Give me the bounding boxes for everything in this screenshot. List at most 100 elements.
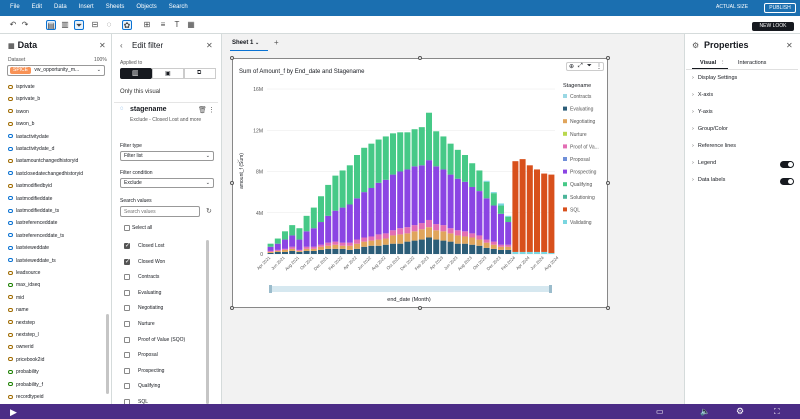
bar-segment[interactable]: [498, 205, 504, 214]
filter-icon[interactable]: ⏷: [587, 63, 592, 69]
bar-segment[interactable]: [346, 245, 353, 250]
text-box-icon[interactable]: T: [174, 20, 180, 29]
bar-segment[interactable]: [325, 248, 332, 254]
value-checkbox[interactable]: [124, 383, 130, 390]
resize-handle[interactable]: [606, 181, 610, 185]
visualize-icon[interactable]: ▥: [61, 20, 69, 29]
scrollbar[interactable]: [106, 314, 109, 394]
bar-segment[interactable]: [361, 237, 368, 242]
menu-item-edit[interactable]: Edit: [31, 4, 43, 10]
field-item[interactable]: ownerid: [8, 344, 34, 350]
bar-segment[interactable]: [462, 236, 468, 244]
range-slider[interactable]: [271, 286, 551, 292]
bar-segment[interactable]: [267, 250, 274, 252]
bar-segment[interactable]: [440, 225, 447, 232]
bar-segment[interactable]: [303, 246, 310, 249]
bar-segment[interactable]: [390, 230, 396, 236]
bar-segment[interactable]: [426, 112, 432, 161]
bar-segment[interactable]: [339, 242, 346, 246]
field-item[interactable]: iswon: [8, 109, 29, 115]
bar-segment[interactable]: [361, 241, 368, 247]
field-item[interactable]: lastvieweddate_ts: [8, 258, 56, 264]
field-item[interactable]: lastactivitydate_d: [8, 146, 54, 152]
bar-segment[interactable]: [289, 248, 296, 251]
menu-item-objects[interactable]: Objects: [136, 4, 157, 10]
field-item[interactable]: lastreferenceddate: [8, 220, 57, 226]
bar-segment[interactable]: [354, 243, 360, 249]
bar-segment[interactable]: [375, 234, 382, 240]
bar-segment[interactable]: [512, 251, 519, 254]
bar-segment[interactable]: [454, 235, 461, 244]
bar-segment[interactable]: [332, 210, 339, 242]
field-item[interactable]: max_idseq: [8, 282, 40, 288]
value-checkbox[interactable]: [124, 367, 130, 374]
bar-segment[interactable]: [354, 248, 360, 254]
close-icon[interactable]: ✕: [786, 41, 793, 50]
bar-segment[interactable]: [310, 228, 317, 247]
bar-segment[interactable]: [325, 245, 332, 249]
property-section[interactable]: › Data labels: [692, 177, 725, 183]
bar-segment[interactable]: [505, 222, 512, 245]
resize-handle[interactable]: [230, 306, 234, 310]
bar-segment[interactable]: [476, 239, 483, 246]
bar-segment[interactable]: [397, 234, 404, 244]
bar-segment[interactable]: [318, 246, 324, 250]
bar-segment[interactable]: [469, 244, 476, 254]
back-chevron-icon[interactable]: ‹: [120, 41, 123, 50]
bar-segment[interactable]: [318, 222, 324, 245]
bar-segment[interactable]: [296, 239, 303, 250]
legend-toggle[interactable]: [780, 161, 794, 168]
bar-segment[interactable]: [346, 204, 353, 243]
bar-segment[interactable]: [490, 193, 497, 206]
field-item[interactable]: lastclosedatechangedhistoryid: [8, 171, 83, 177]
bar-segment[interactable]: [354, 198, 360, 240]
bar-segment[interactable]: [426, 237, 432, 255]
field-item[interactable]: probability: [8, 369, 39, 375]
bar-segment[interactable]: [469, 163, 476, 187]
bar-segment[interactable]: [296, 251, 303, 254]
applied-to-single-visual[interactable]: ▥: [120, 68, 152, 79]
bar-segment[interactable]: [289, 246, 296, 249]
new-look-toggle[interactable]: NEW LOOK: [752, 22, 794, 31]
bar-segment[interactable]: [296, 249, 303, 251]
bar-segment[interactable]: [433, 224, 440, 231]
bar-segment[interactable]: [390, 133, 396, 175]
property-section[interactable]: › Legend: [692, 160, 716, 166]
resize-handle[interactable]: [230, 56, 234, 60]
field-item[interactable]: lastmodifieddate_ts: [8, 208, 59, 214]
data-labels-toggle[interactable]: [780, 178, 794, 185]
bar-segment[interactable]: [289, 235, 296, 247]
bar-segment[interactable]: [397, 243, 404, 254]
bar-segment[interactable]: [534, 251, 540, 254]
bar-segment[interactable]: [454, 230, 461, 236]
menu-item-search[interactable]: Search: [168, 4, 188, 10]
bar-segment[interactable]: [411, 166, 418, 226]
bar-segment[interactable]: [469, 237, 476, 245]
bar-segment[interactable]: [375, 245, 382, 254]
expand-icon[interactable]: ⤢: [578, 63, 583, 69]
resize-handle[interactable]: [418, 56, 422, 60]
bar-segment[interactable]: [397, 228, 404, 235]
bar-segment[interactable]: [498, 203, 504, 206]
filter-type-select[interactable]: Filter list ⌄: [120, 151, 214, 161]
bar-segment[interactable]: [462, 181, 468, 232]
bar-segment[interactable]: [490, 244, 497, 249]
bar-segment[interactable]: [404, 241, 411, 254]
bar-segment[interactable]: [469, 233, 476, 238]
bar-segment[interactable]: [505, 244, 512, 247]
bar-segment[interactable]: [361, 147, 368, 193]
chevron-right-icon[interactable]: ›: [237, 158, 240, 165]
zoom-icon[interactable]: ⊕: [569, 64, 575, 70]
bar-segment[interactable]: [505, 215, 512, 217]
dataset-selector[interactable]: SPICE vw_opportunity_m... ⌄: [7, 65, 105, 76]
bar-segment[interactable]: [368, 188, 375, 237]
value-checkbox[interactable]: ✓: [124, 243, 130, 249]
bar-segment[interactable]: [318, 196, 324, 223]
publish-button[interactable]: PUBLISH: [764, 3, 796, 13]
bar-segment[interactable]: [310, 248, 317, 251]
bar-segment[interactable]: [325, 184, 332, 216]
bar-segment[interactable]: [526, 251, 533, 254]
select-all-checkbox[interactable]: [124, 225, 130, 231]
bar-segment[interactable]: [375, 239, 382, 246]
bar-segment[interactable]: [498, 213, 504, 245]
